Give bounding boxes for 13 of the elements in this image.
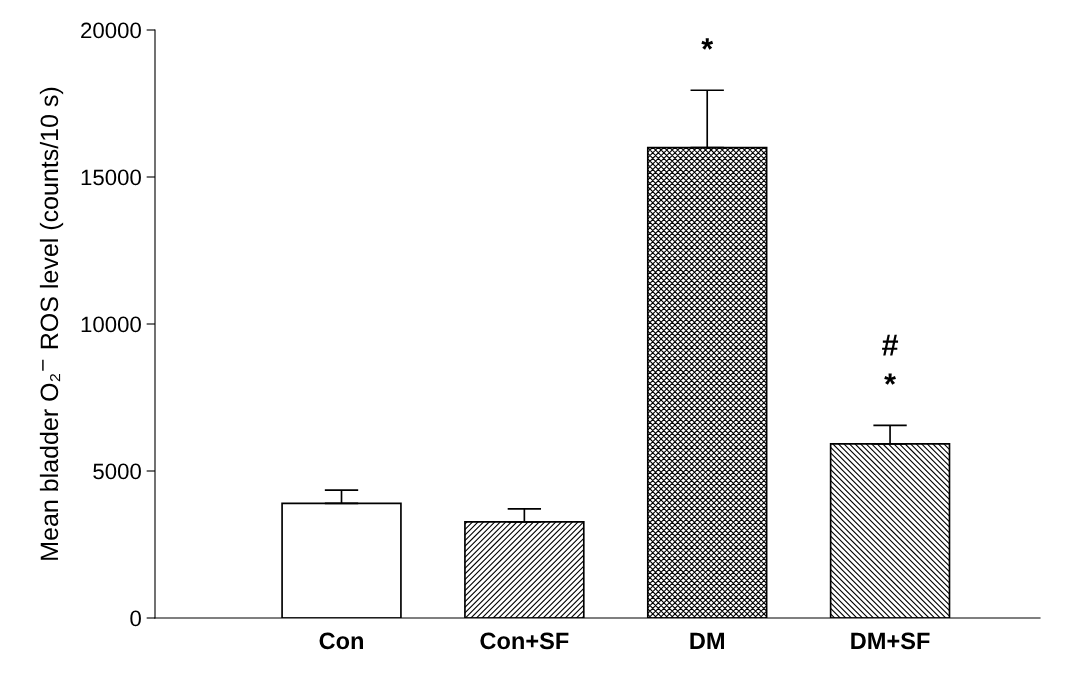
x-tick-label: Con [319, 632, 363, 650]
y-tick-label: 15000 [81, 169, 141, 186]
x-tick-label: DM+SF [851, 632, 930, 650]
annotation: # [882, 334, 899, 356]
y-tick-label: 5000 [93, 463, 141, 480]
y-axis-title: Mean bladder O₂$^{−}$ ROS level (counts/10 s) [39, 87, 64, 560]
annotation: * [701, 38, 714, 50]
y-tick-label: 20000 [81, 22, 141, 39]
annotation: * [884, 373, 896, 385]
x-tick-label: DM [690, 632, 724, 649]
y-tick-label: 0 [130, 610, 141, 627]
x-tick-label: Con+SF [480, 632, 569, 650]
y-tick-label: 10000 [81, 316, 141, 333]
